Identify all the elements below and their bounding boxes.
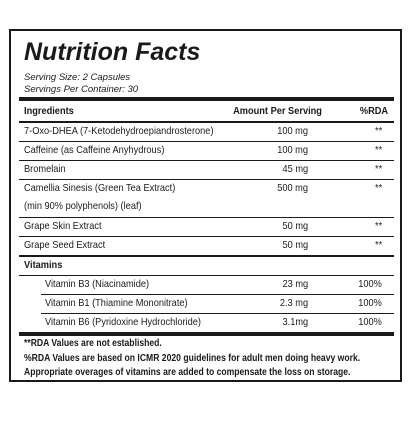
vitamin-rda: 100%	[358, 297, 382, 309]
ingredient-rda: **	[374, 239, 382, 251]
vitamin-rda: 100%	[358, 278, 382, 290]
ingredient-amount: 50 mg	[282, 239, 308, 251]
ingredient-amount: 45 mg	[282, 163, 308, 175]
section-divider	[19, 255, 394, 257]
row-divider	[41, 313, 394, 314]
column-header-rda: %RDA	[359, 105, 388, 117]
servings-per-container: Servings Per Container: 30	[24, 84, 139, 95]
row-divider	[19, 275, 394, 276]
ingredient-name: Caffeine (as Caffeine Anyhydrous)	[24, 144, 165, 156]
row-divider	[19, 141, 394, 142]
vitamin-name: Vitamin B3 (Niacinamide)	[45, 278, 150, 290]
ingredient-name: Grape Skin Extract	[24, 220, 102, 232]
row-divider	[19, 236, 394, 237]
row-divider	[19, 217, 394, 218]
serving-size: Serving Size: 2 Capsules	[24, 72, 131, 83]
ingredient-amount: 100 mg	[277, 144, 308, 156]
notes-divider	[19, 332, 394, 336]
footnote: Appropriate overages of vitamins are add…	[24, 367, 351, 378]
columns-divider	[19, 121, 394, 123]
vitamin-amount: 23 mg	[282, 278, 308, 290]
ingredient-rda: **	[374, 163, 382, 175]
row-divider	[19, 179, 394, 180]
vitamins-header: Vitamins	[24, 259, 63, 271]
vitamin-name: Vitamin B1 (Thiamine Mononitrate)	[45, 297, 188, 309]
vitamin-name: Vitamin B6 (Pyridoxine Hydrochloride)	[45, 316, 201, 328]
column-header-ingredients: Ingredients	[24, 105, 74, 117]
ingredient-amount: 50 mg	[282, 220, 308, 232]
ingredient-name: Bromelain	[24, 163, 66, 175]
ingredient-name-line2: (min 90% polyphenols) (leaf)	[24, 200, 142, 212]
vitamin-amount: 3.1mg	[282, 316, 308, 328]
ingredient-name: Camellia Sinesis (Green Tea Extract)	[24, 182, 176, 194]
ingredient-name: 7-Oxo-DHEA (7-Ketodehydroepiandrosterone…	[24, 125, 214, 137]
ingredient-rda: **	[374, 144, 382, 156]
header-divider	[19, 97, 394, 101]
ingredient-amount: 500 mg	[277, 182, 308, 194]
footnote: %RDA Values are based on ICMR 2020 guide…	[24, 353, 361, 364]
footnote: **RDA Values are not established.	[24, 338, 162, 349]
row-divider	[19, 160, 394, 161]
ingredient-rda: **	[374, 182, 382, 194]
panel-title: Nutrition Facts	[24, 38, 201, 66]
ingredient-amount: 100 mg	[277, 125, 308, 137]
column-header-amount: Amount Per Serving	[233, 105, 322, 117]
vitamin-amount: 2.3 mg	[279, 297, 308, 309]
ingredient-rda: **	[374, 125, 382, 137]
vitamin-rda: 100%	[358, 316, 382, 328]
row-divider	[41, 294, 394, 295]
nutrition-facts-panel: Nutrition Facts Serving Size: 2 Capsules…	[9, 29, 402, 382]
ingredient-name: Grape Seed Extract	[24, 239, 106, 251]
ingredient-rda: **	[374, 220, 382, 232]
